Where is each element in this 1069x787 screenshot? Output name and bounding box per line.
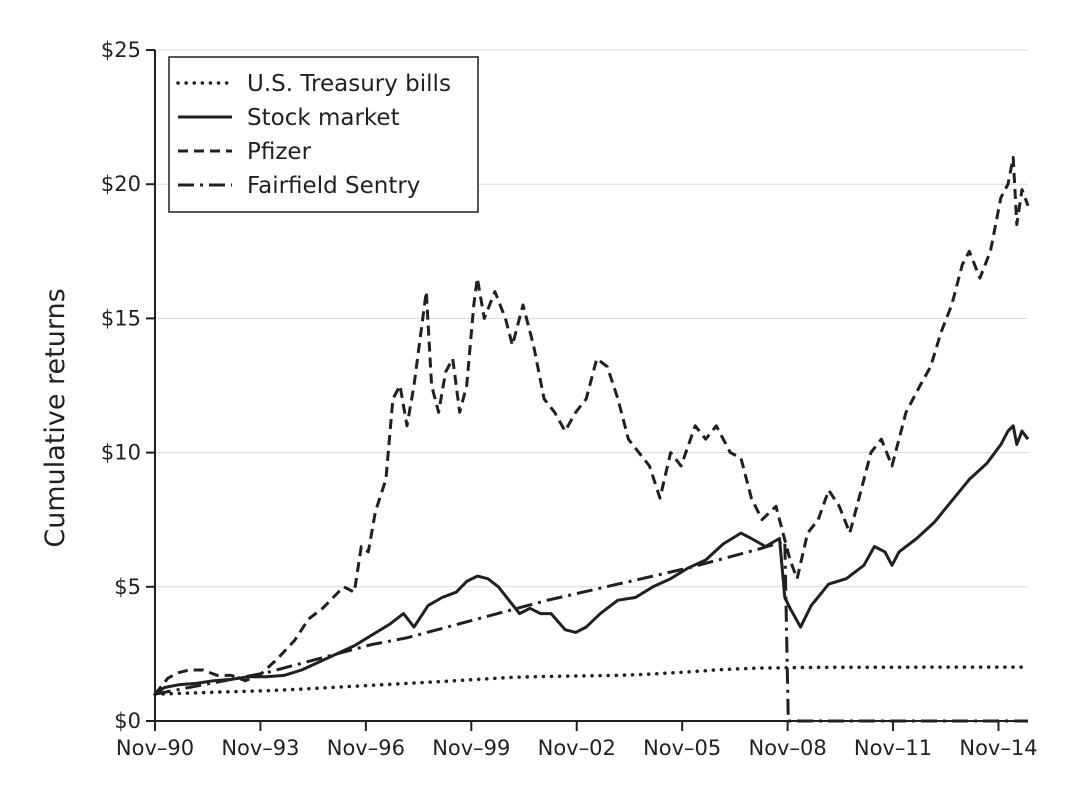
legend: U.S. Treasury bills Stock market Pfizer Fai… bbox=[168, 56, 479, 213]
legend-label: Stock market bbox=[247, 105, 400, 131]
y-tick-label: $10 bbox=[101, 441, 141, 465]
series-line-pfizer bbox=[153, 155, 1030, 696]
legend-label: Pfizer bbox=[247, 139, 312, 165]
axes bbox=[154, 50, 1028, 722]
legend-label: Fairfield Sentry bbox=[247, 173, 420, 199]
x-tick-label: Nov–93 bbox=[221, 736, 299, 760]
y-tick-label: $0 bbox=[114, 709, 141, 733]
y-tick-label: $15 bbox=[101, 306, 141, 330]
y-tick-label: $25 bbox=[101, 38, 141, 62]
series-line-u-s-treasury-bills bbox=[153, 665, 1024, 696]
y-tick-label: $5 bbox=[114, 575, 141, 599]
series-line-stock-market bbox=[154, 424, 1030, 696]
series-lines bbox=[153, 155, 1030, 723]
axis-ticks: $0 $5 $10 $15 $20 $25 Nov–90 Nov–93 Nov–96 Nov–99… bbox=[101, 38, 1038, 760]
x-tick-label: Nov–14 bbox=[959, 736, 1037, 760]
x-tick-label: Nov–02 bbox=[538, 736, 616, 760]
x-tick-label: Nov–11 bbox=[854, 736, 932, 760]
x-tick-label: Nov–99 bbox=[432, 736, 510, 760]
series-line-fairfield-sentry bbox=[154, 539, 1028, 723]
x-tick-label: Nov–08 bbox=[748, 736, 826, 760]
y-tick-label: $20 bbox=[101, 172, 141, 196]
x-tick-label: Nov–90 bbox=[116, 736, 194, 760]
y-axis-title: Cumulative returns bbox=[40, 288, 71, 547]
x-tick-label: Nov–96 bbox=[327, 736, 405, 760]
legend-label: U.S. Treasury bills bbox=[247, 71, 451, 97]
x-tick-label: Nov–05 bbox=[643, 736, 721, 760]
